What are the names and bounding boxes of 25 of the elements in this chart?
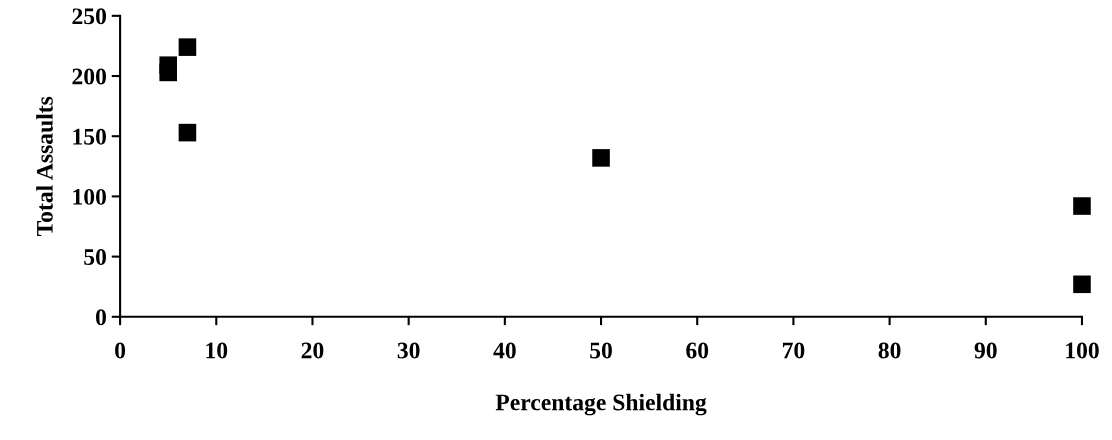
point <box>1073 275 1091 294</box>
point <box>159 63 177 82</box>
x-tick-label: 80 <box>878 342 901 359</box>
point <box>178 123 197 142</box>
x-tick-label: 30 <box>397 342 420 359</box>
y-tick-label: 50 <box>84 249 106 266</box>
x-tick-label: 60 <box>686 342 709 359</box>
y-tick-label: 200 <box>72 68 106 85</box>
y-tick-label: 150 <box>73 128 106 145</box>
y-tick-label: 250 <box>72 8 106 25</box>
x-tick-label: 20 <box>301 342 324 359</box>
x-tick-label: 50 <box>590 342 612 359</box>
point <box>1073 197 1091 215</box>
x-axis-title: Percentage Shielding <box>495 393 707 416</box>
y-tick-label: 0 <box>96 309 106 326</box>
point <box>178 38 197 56</box>
x-tick-label: 10 <box>206 342 228 359</box>
point <box>592 149 610 167</box>
x-tick-label: 40 <box>493 342 516 359</box>
y-axis-title: Total Assaults <box>36 96 53 237</box>
x-tick-label: 90 <box>974 342 997 359</box>
x-tick-label: 0 <box>115 342 126 359</box>
x-tick-label: 70 <box>782 342 805 359</box>
y-tick-label: 100 <box>73 188 106 205</box>
x-tick-label: 100 <box>1066 342 1099 359</box>
